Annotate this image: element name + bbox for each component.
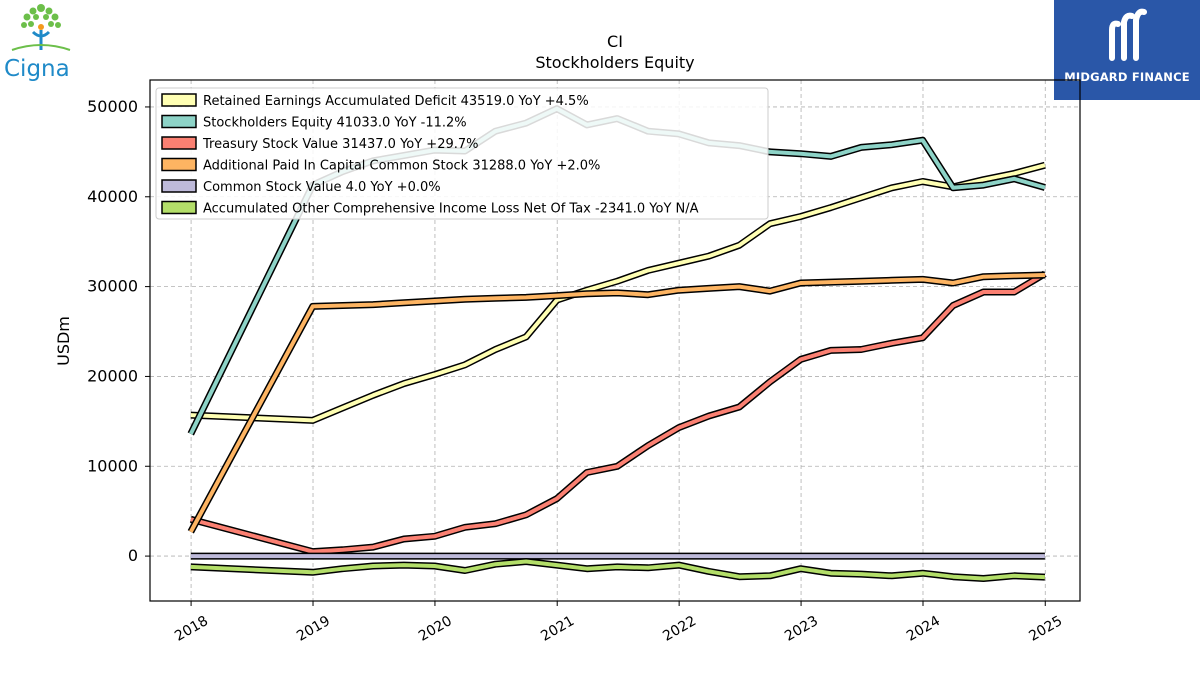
legend-entry: Treasury Stock Value 31437.0 YoY +29.7%: [202, 137, 479, 152]
legend-entry: Stockholders Equity 41033.0 YoY -11.2%: [203, 116, 467, 131]
series-line-2: [190, 271, 1046, 554]
y-tick-label: 10000: [87, 456, 138, 475]
y-axis-label: USDm: [54, 316, 73, 366]
brand-left-name: Cigna: [4, 56, 70, 82]
x-tick-label: 2023: [782, 613, 821, 645]
y-tick-label: 30000: [87, 277, 138, 296]
x-axis: 2018 2019 2020 2021 2022 2023 2024 2025: [172, 601, 1065, 645]
y-tick-label: 50000: [87, 97, 138, 116]
y-tick-label: 0: [128, 546, 138, 565]
y-tick-label: 40000: [87, 187, 138, 206]
x-tick-label: 2021: [538, 613, 577, 645]
legend-entry: Additional Paid In Capital Common Stock …: [203, 159, 600, 174]
legend: Retained Earnings Accumulated Deficit 43…: [155, 87, 769, 220]
legend-swatch: [161, 136, 197, 150]
brand-logo-left: Cigna: [0, 0, 90, 92]
legend-swatch: [161, 93, 197, 107]
legend-swatch: [161, 114, 197, 129]
legend-swatch: [161, 157, 197, 172]
x-tick-label: 2022: [660, 613, 699, 645]
x-tick-label: 2025: [1026, 613, 1065, 645]
chart-title: CI: [607, 32, 623, 51]
x-tick-label: 2024: [904, 613, 943, 645]
y-axis: 0 10000 20000 30000 40000 50000: [87, 97, 150, 565]
series-line-5: [190, 559, 1045, 581]
series-line-3: [189, 273, 1045, 533]
series-outline-2: [189, 270, 1047, 556]
legend-entry: Common Stock Value 4.0 YoY +0.0%: [203, 180, 441, 195]
x-tick-label: 2020: [416, 613, 455, 645]
tree-person-logo-icon: [11, 4, 71, 51]
x-tick-label: 2019: [294, 613, 333, 645]
midgard-m-logo-icon: [1109, 8, 1147, 61]
chart-subtitle: Stockholders Equity: [535, 53, 694, 72]
y-tick-label: 20000: [87, 366, 138, 385]
plot-frame: [149, 79, 1081, 602]
legend-entry: Retained Earnings Accumulated Deficit 43…: [203, 94, 589, 109]
series-outline-3: [187, 271, 1045, 534]
legend-swatch: [161, 200, 197, 215]
brand-logo-right: MIDGARD FINANCE: [1054, 0, 1200, 100]
legend-entry: Accumulated Other Comprehensive Income L…: [203, 202, 699, 217]
series-line-0: [190, 163, 1046, 423]
x-tick-label: 2018: [172, 613, 211, 645]
brand-right-name: MIDGARD FINANCE: [1064, 70, 1190, 84]
legend-swatch: [161, 179, 197, 193]
legend-box: [155, 87, 769, 220]
